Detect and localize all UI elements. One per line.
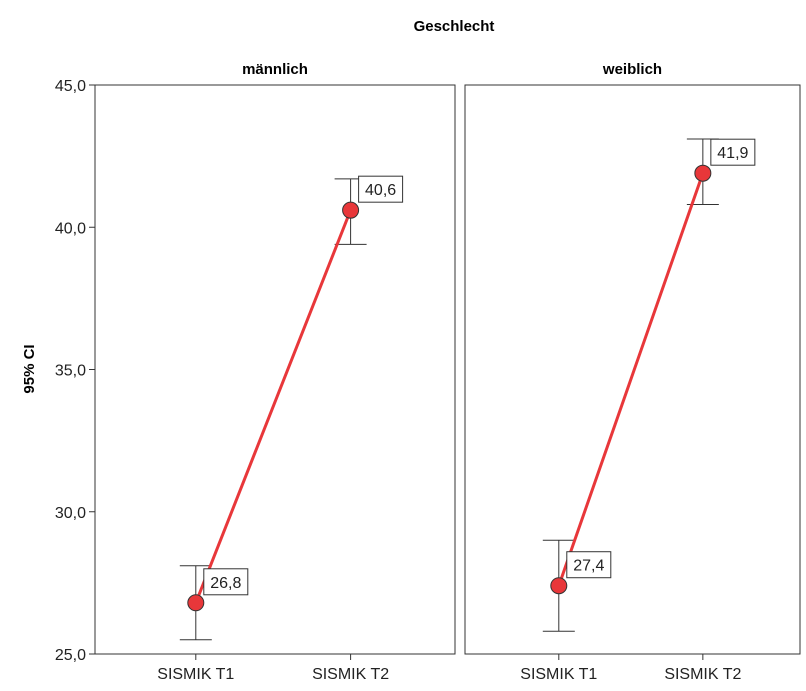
data-point bbox=[550, 577, 568, 595]
y-tick-label: 35,0 bbox=[55, 363, 86, 380]
data-point bbox=[694, 164, 712, 182]
panel-frame bbox=[464, 84, 801, 655]
data-point bbox=[342, 201, 360, 219]
x-tick-label: SISMIK T2 bbox=[664, 666, 741, 683]
panel-1: weiblich SISMIK T1 SISMIK T2 27,4 41,9 bbox=[464, 61, 801, 683]
panel-0: männlich SISMIK T1 SISMIK T2 26,8 40,6 bbox=[94, 61, 456, 683]
data-label: 26,8 bbox=[210, 575, 241, 592]
y-axis-title: 95% CI bbox=[21, 344, 38, 393]
data-label-box bbox=[358, 175, 404, 203]
x-tick-label: SISMIK T1 bbox=[520, 666, 597, 683]
data-label-box bbox=[566, 551, 612, 579]
data-label: 40,6 bbox=[365, 182, 396, 199]
y-tick-label: 30,0 bbox=[55, 505, 86, 522]
data-label-box bbox=[710, 138, 756, 166]
y-tick-label: 45,0 bbox=[55, 78, 86, 95]
panel-label: männlich bbox=[242, 61, 308, 78]
chart-title: Geschlecht bbox=[414, 18, 495, 35]
series-line bbox=[557, 172, 705, 587]
y-tick-label: 40,0 bbox=[55, 220, 86, 237]
x-tick-label: SISMIK T1 bbox=[157, 666, 234, 683]
x-tick-label: SISMIK T2 bbox=[312, 666, 389, 683]
series-line bbox=[194, 209, 352, 604]
data-label-box bbox=[203, 568, 249, 596]
panel-label: weiblich bbox=[602, 61, 662, 78]
panel-frame bbox=[94, 84, 456, 655]
y-tick-label: 25,0 bbox=[55, 647, 86, 664]
data-label: 41,9 bbox=[717, 145, 748, 162]
panels-layer: männlich SISMIK T1 SISMIK T2 26,8 40,6 weibli… bbox=[94, 61, 801, 683]
data-point bbox=[187, 594, 205, 612]
data-label: 27,4 bbox=[573, 558, 604, 575]
